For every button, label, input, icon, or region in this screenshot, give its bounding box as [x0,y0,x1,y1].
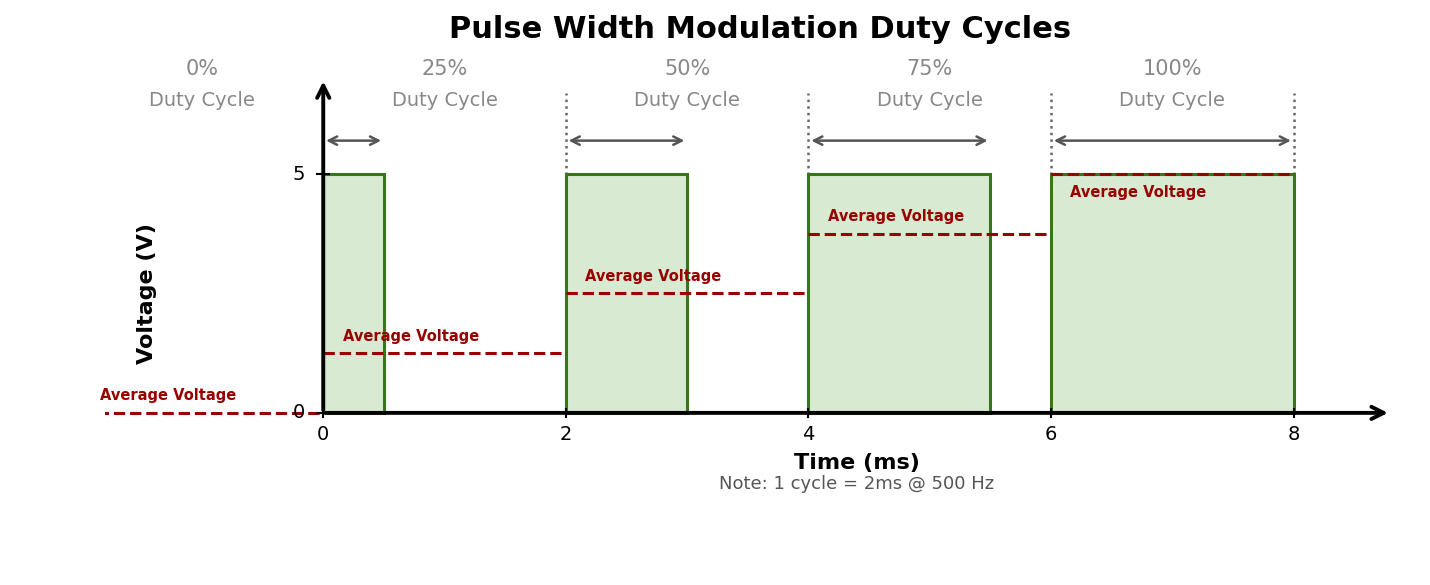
Text: 0%: 0% [186,58,219,78]
Text: 4: 4 [802,425,815,444]
Text: 75%: 75% [907,58,952,78]
Text: Average Voltage: Average Voltage [585,269,722,284]
Text: 6: 6 [1045,425,1057,444]
Bar [323,174,383,413]
Text: 5: 5 [293,164,305,184]
Text: 0: 0 [293,404,305,422]
Text: 8: 8 [1287,425,1300,444]
Bar [808,174,991,413]
Title: Pulse Width Modulation Duty Cycles: Pulse Width Modulation Duty Cycles [449,15,1071,44]
Text: 2: 2 [559,425,572,444]
Text: Average Voltage: Average Voltage [343,329,479,343]
Text: 0: 0 [317,425,329,444]
Text: Voltage (V): Voltage (V) [137,223,157,364]
Text: Average Voltage: Average Voltage [828,209,964,224]
Text: Duty Cycle: Duty Cycle [877,91,982,109]
Text: Average Voltage: Average Voltage [100,388,236,403]
Text: Time (ms): Time (ms) [794,453,919,473]
Text: 25%: 25% [422,58,468,78]
Text: Duty Cycle: Duty Cycle [149,91,255,109]
Text: Duty Cycle: Duty Cycle [392,91,498,109]
Bar [566,174,688,413]
Text: Duty Cycle: Duty Cycle [1120,91,1226,109]
Bar [1051,174,1294,413]
Text: 50%: 50% [664,58,711,78]
Text: Average Voltage: Average Voltage [1071,185,1207,200]
Text: Note: 1 cycle = 2ms @ 500 Hz: Note: 1 cycle = 2ms @ 500 Hz [719,475,994,493]
Text: 100%: 100% [1143,58,1203,78]
Text: Duty Cycle: Duty Cycle [635,91,741,109]
